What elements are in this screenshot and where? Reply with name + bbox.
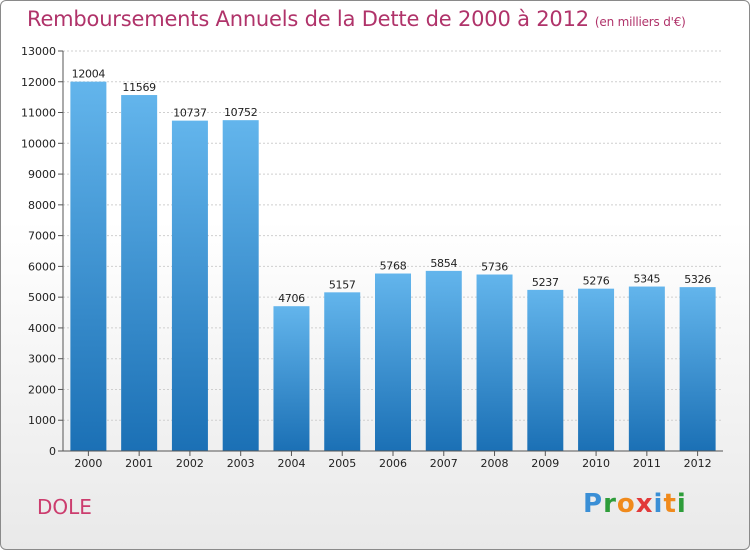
logo-letter: r	[603, 489, 617, 519]
bar	[70, 81, 107, 452]
bar	[375, 273, 411, 451]
x-tick-label: 2010	[582, 457, 610, 470]
y-tick-label: 4000	[28, 322, 56, 335]
bar	[679, 287, 716, 451]
bar-value-label: 11569	[122, 81, 156, 94]
y-tick-label: 9000	[28, 168, 56, 181]
bar-value-label: 5326	[684, 273, 711, 286]
chart-unit: (en milliers d'€)	[594, 15, 686, 29]
bar	[578, 288, 615, 451]
y-axis: 0 1000 2000 3000 4000 5000 6000 7000 8000 9000 100…	[21, 45, 64, 458]
x-tick-label: 2000	[74, 457, 102, 470]
bar-value-label: 5237	[532, 276, 559, 289]
x-tick-label: 2009	[531, 457, 559, 470]
bar	[222, 120, 259, 452]
bar	[171, 120, 208, 451]
bar-value-label: 12004	[72, 68, 106, 81]
logo-letter: o	[616, 489, 636, 519]
proxiti-logo: Proxiti	[583, 489, 687, 519]
y-tick-label: 11000	[21, 107, 56, 120]
town-name: DOLE	[37, 495, 92, 519]
chart-title-text: Remboursements Annuels de la Dette de 20…	[27, 7, 589, 31]
bar-value-label: 10752	[224, 106, 258, 119]
logo-letter: P	[583, 489, 604, 519]
bar	[527, 289, 564, 451]
x-tick-label: 2007	[430, 457, 458, 470]
bar-value-label: 4706	[278, 292, 305, 305]
logo-letter: i	[676, 489, 687, 519]
bar	[476, 274, 513, 451]
bar-value-label: 10737	[173, 107, 207, 120]
bar-value-label: 5854	[430, 257, 457, 270]
bar	[121, 95, 158, 452]
bar	[324, 292, 361, 451]
logo-letter: x	[635, 489, 654, 519]
bar-value-label: 5768	[380, 260, 407, 273]
x-tick-label: 2012	[684, 457, 712, 470]
y-tick-label: 6000	[28, 260, 56, 273]
x-axis: 2000 2001 2002 2003 2004 2005 2006 2007 2008 2009…	[63, 450, 723, 470]
x-tick-label: 2001	[125, 457, 153, 470]
logo-letter: i	[653, 489, 664, 519]
x-tick-label: 2006	[379, 457, 407, 470]
y-tick-label: 12000	[21, 76, 56, 89]
y-tick-label: 13000	[21, 45, 56, 58]
chart-title: Remboursements Annuels de la Dette de 20…	[27, 7, 686, 31]
bar	[425, 270, 462, 451]
x-tick-label: 2005	[328, 457, 356, 470]
y-tick-label: 8000	[28, 199, 56, 212]
bar-value-label: 5157	[329, 278, 356, 291]
x-tick-label: 2011	[633, 457, 661, 470]
x-tick-label: 2003	[227, 457, 255, 470]
y-tick-label: 1000	[28, 414, 56, 427]
bar	[273, 306, 310, 451]
x-tick-label: 2004	[277, 457, 305, 470]
logo-letter: t	[663, 489, 677, 519]
y-tick-label: 10000	[21, 137, 56, 150]
bar-value-label: 5736	[481, 261, 508, 274]
y-tick-label: 0	[49, 445, 56, 458]
y-tick-label: 2000	[28, 383, 56, 396]
y-tick-label: 3000	[28, 353, 56, 366]
bar-value-label: 5345	[633, 273, 660, 286]
bar-value-label: 5276	[583, 275, 610, 288]
x-tick-label: 2008	[481, 457, 509, 470]
y-tick-label: 5000	[28, 291, 56, 304]
x-tick-label: 2002	[176, 457, 204, 470]
y-tick-label: 7000	[28, 230, 56, 243]
bar	[628, 286, 665, 451]
bars: 12004 11569 10737 10752 4706 5157 5768 5854 5736…	[70, 68, 716, 452]
